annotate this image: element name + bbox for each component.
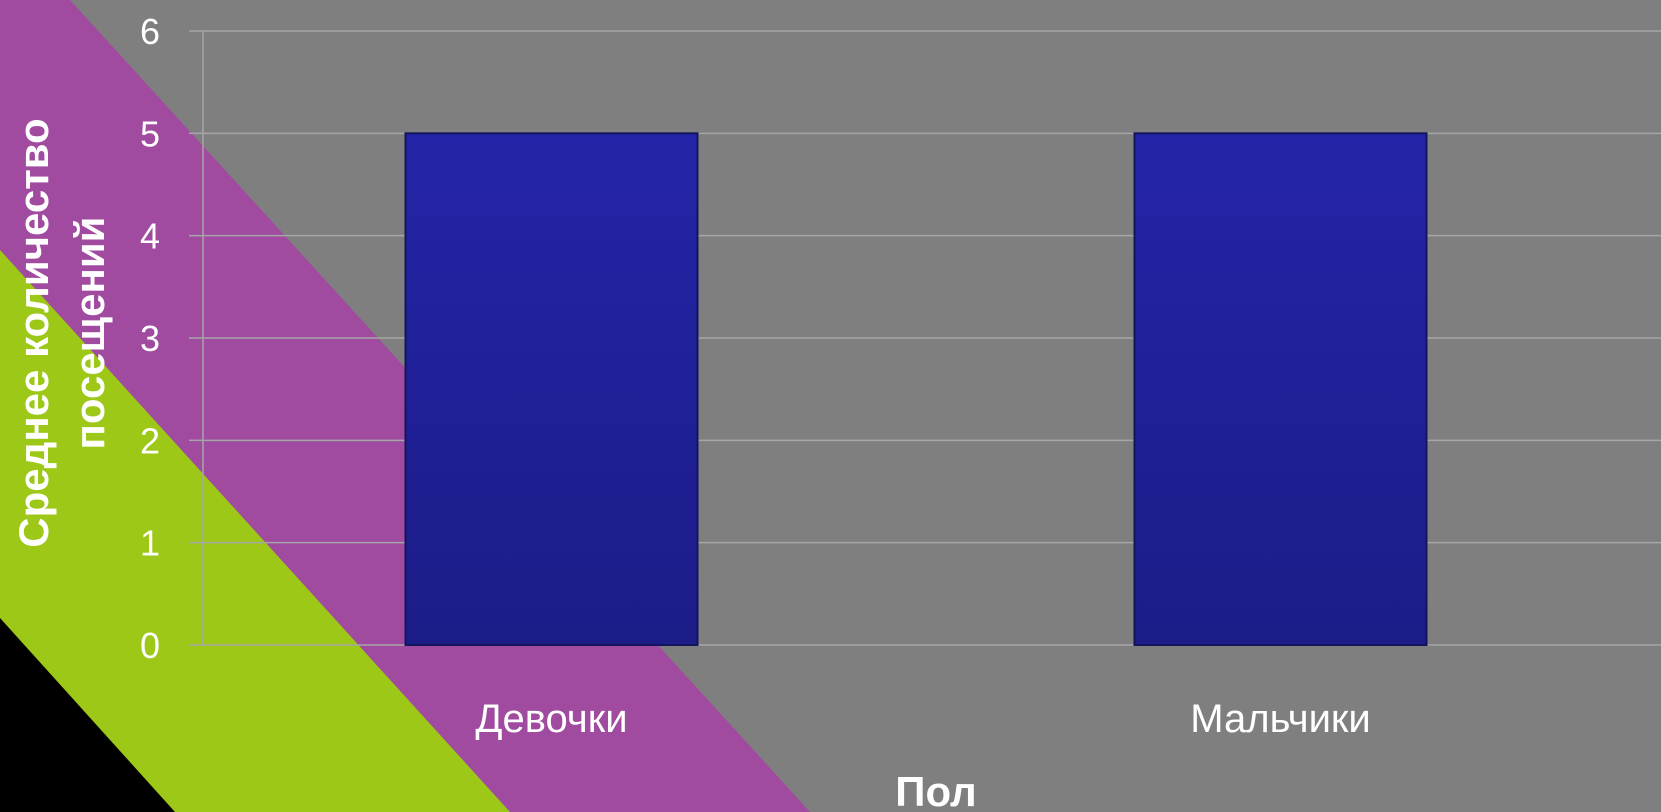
y-tick-label: 1: [140, 523, 160, 564]
y-tick-label: 0: [140, 625, 160, 666]
bar-2: [1133, 132, 1428, 646]
x-category-label: Мальчики: [1190, 697, 1371, 741]
y-axis: 0 1 2 3 4 5 6: [140, 11, 204, 666]
green-diagonal-stripe: [0, 250, 510, 812]
bars: [404, 132, 1428, 646]
y-tick-label: 4: [140, 216, 160, 257]
bar-1: [404, 132, 699, 646]
y-axis-title-line-1: Среднее количество: [10, 118, 57, 547]
y-axis-title-line-2: посещений: [66, 217, 113, 450]
black-diagonal-stripe: [0, 618, 175, 812]
y-tick-label: 6: [140, 11, 160, 52]
x-axis-labels: Девочки Мальчики: [475, 697, 1370, 741]
x-axis-title: Пол: [895, 768, 976, 812]
x-category-label: Девочки: [475, 697, 627, 741]
y-tick-label: 3: [140, 318, 160, 359]
y-tick-label: 2: [140, 420, 160, 461]
y-tick-label: 5: [140, 113, 160, 154]
